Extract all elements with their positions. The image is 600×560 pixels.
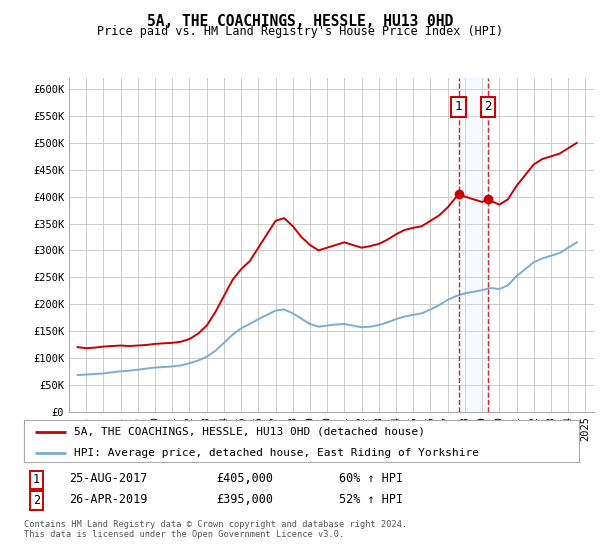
Text: 2: 2 bbox=[484, 100, 491, 113]
Text: 2: 2 bbox=[33, 494, 40, 507]
Bar bbox=[459, 78, 488, 412]
Text: 52% ↑ HPI: 52% ↑ HPI bbox=[339, 493, 403, 506]
Text: Price paid vs. HM Land Registry's House Price Index (HPI): Price paid vs. HM Land Registry's House … bbox=[97, 25, 503, 38]
Text: 5A, THE COACHINGS, HESSLE, HU13 0HD: 5A, THE COACHINGS, HESSLE, HU13 0HD bbox=[147, 14, 453, 29]
Text: 1: 1 bbox=[455, 100, 463, 113]
Text: HPI: Average price, detached house, East Riding of Yorkshire: HPI: Average price, detached house, East… bbox=[74, 448, 479, 458]
Text: 60% ↑ HPI: 60% ↑ HPI bbox=[339, 472, 403, 485]
Text: £395,000: £395,000 bbox=[216, 493, 273, 506]
Text: 1: 1 bbox=[33, 473, 40, 486]
Text: 26-APR-2019: 26-APR-2019 bbox=[69, 493, 148, 506]
Text: 25-AUG-2017: 25-AUG-2017 bbox=[69, 472, 148, 485]
Text: 5A, THE COACHINGS, HESSLE, HU13 0HD (detached house): 5A, THE COACHINGS, HESSLE, HU13 0HD (det… bbox=[74, 427, 425, 437]
Text: Contains HM Land Registry data © Crown copyright and database right 2024.
This d: Contains HM Land Registry data © Crown c… bbox=[24, 520, 407, 539]
Text: £405,000: £405,000 bbox=[216, 472, 273, 485]
